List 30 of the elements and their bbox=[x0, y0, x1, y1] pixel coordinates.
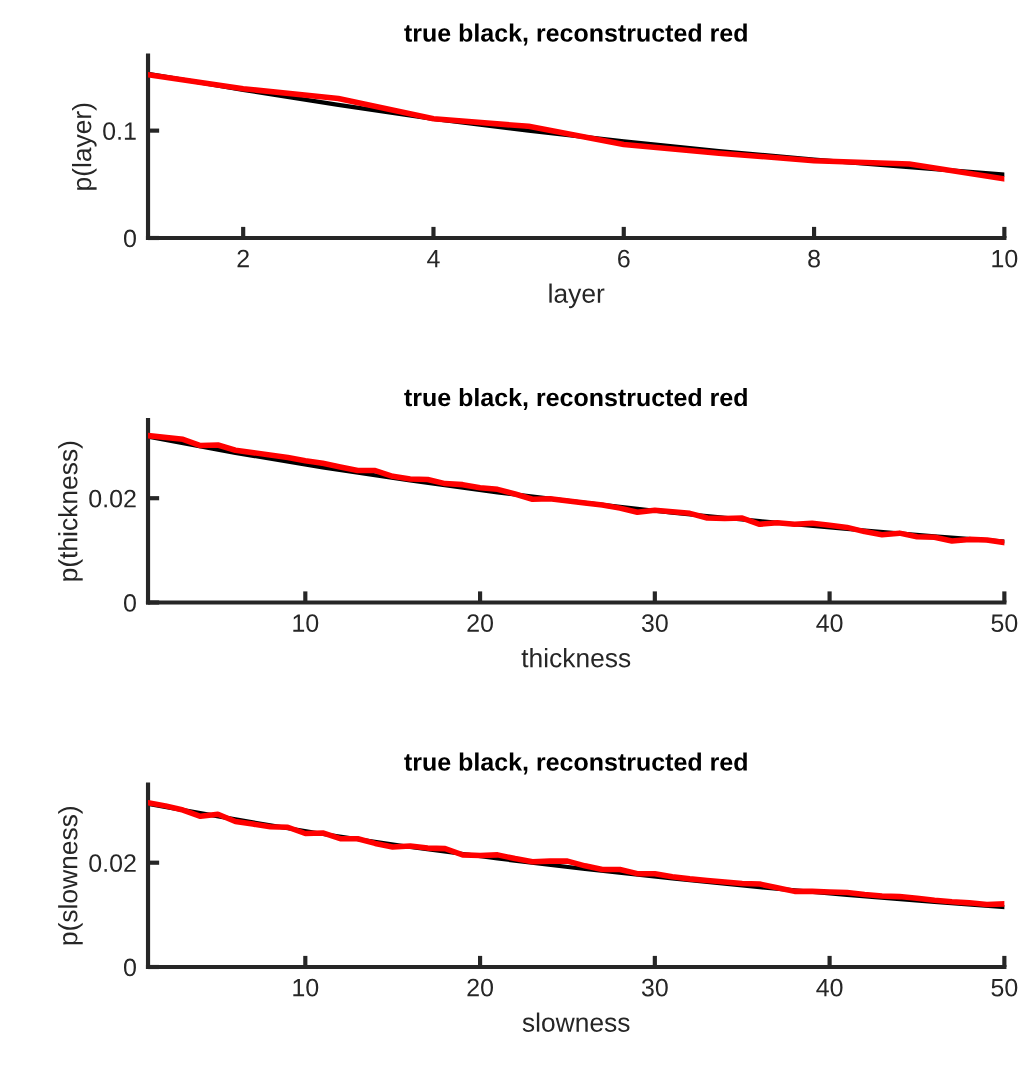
y-axis-title: p(slowness) bbox=[58, 806, 83, 945]
x-tick-label: 8 bbox=[808, 249, 820, 268]
y-tick-label: 0 bbox=[124, 594, 136, 612]
chart-title: true black, reconstructed red bbox=[404, 23, 747, 46]
chart-title: true black, reconstructed red bbox=[404, 752, 747, 775]
y-tick-label: 0 bbox=[124, 229, 136, 248]
x-axis-title: layer bbox=[549, 283, 605, 309]
x-tick-label: 30 bbox=[641, 978, 668, 997]
y-tick-label: 0.1 bbox=[103, 122, 136, 140]
x-tick-label: 30 bbox=[641, 614, 668, 632]
x-tick-label: 40 bbox=[816, 978, 843, 997]
x-axis-title: slowness bbox=[522, 1012, 630, 1032]
y-axis-title: p(layer) bbox=[72, 103, 97, 190]
x-tick-label: 6 bbox=[618, 249, 630, 268]
x-tick-label: 10 bbox=[293, 614, 319, 632]
x-tick-label: 40 bbox=[816, 614, 843, 632]
x-axis-title: thickness bbox=[521, 648, 631, 668]
x-tick-label: 4 bbox=[427, 250, 440, 268]
x-tick-label: 50 bbox=[991, 614, 1018, 632]
x-tick-label: 2 bbox=[237, 249, 249, 268]
y-tick-label: 0.02 bbox=[89, 854, 136, 873]
x-tick-label: 20 bbox=[467, 978, 493, 997]
x-tick-label: 50 bbox=[991, 978, 1018, 997]
x-tick-label: 10 bbox=[293, 978, 319, 997]
chart-title: true black, reconstructed red bbox=[404, 387, 747, 410]
x-tick-label: 10 bbox=[992, 249, 1018, 268]
x-tick-label: 20 bbox=[467, 614, 493, 632]
y-tick-label: 0 bbox=[124, 958, 136, 977]
y-tick-label: 0.02 bbox=[89, 489, 136, 508]
y-axis-title: p(thickness) bbox=[58, 441, 83, 581]
